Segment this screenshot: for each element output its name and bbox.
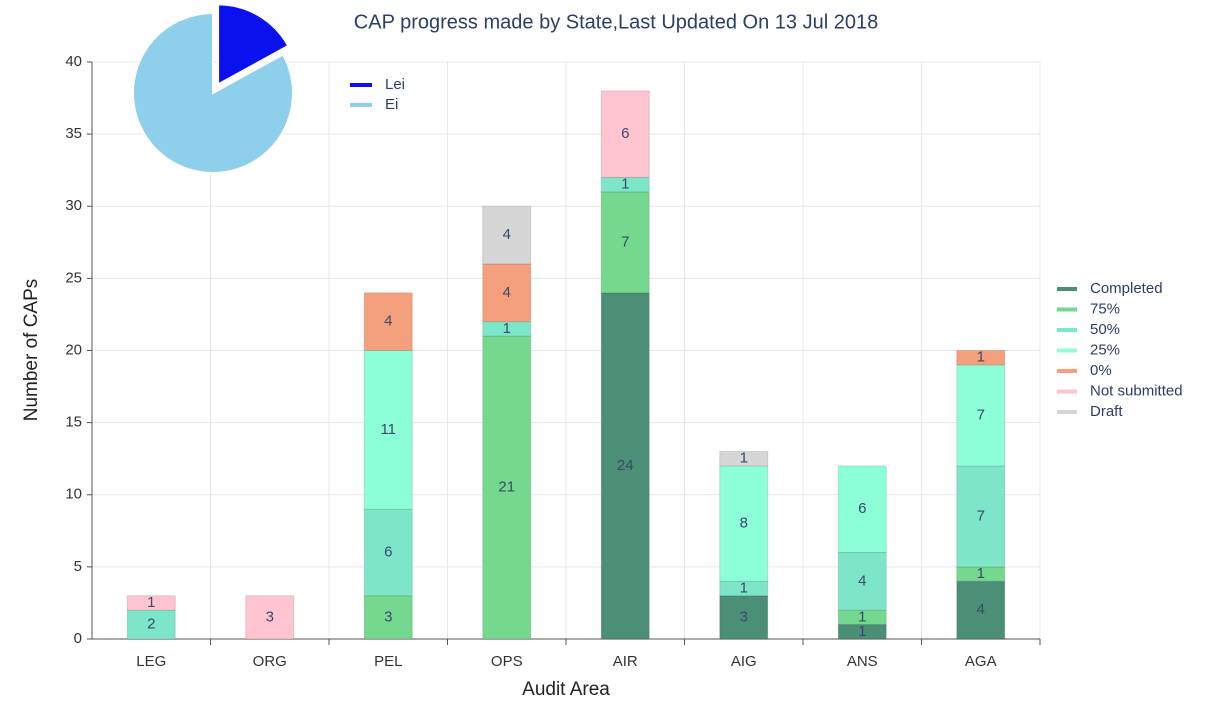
bar-segment <box>126 595 176 611</box>
bar-segment <box>482 263 532 323</box>
y-tick-label: 40 <box>65 53 82 70</box>
data-label: 1 <box>740 450 748 467</box>
legend-swatch <box>1057 369 1077 373</box>
legend-label: 25% <box>1090 341 1120 358</box>
bar-segment <box>363 292 413 351</box>
legend-swatch <box>350 83 372 87</box>
data-label: 4 <box>384 313 392 330</box>
bar-segment <box>363 508 413 597</box>
y-tick-label: 10 <box>65 486 82 503</box>
data-label: 1 <box>977 565 985 582</box>
legend-label: 0% <box>1090 362 1112 379</box>
data-label: 1 <box>503 320 511 337</box>
data-label: 11 <box>380 421 396 438</box>
legend-swatch <box>1057 389 1077 394</box>
bar-segment <box>956 350 1006 366</box>
bar-segment <box>956 465 1006 568</box>
bar-segment <box>126 609 176 640</box>
data-label: 1 <box>977 349 985 366</box>
legend-label: Lei <box>385 76 405 93</box>
bar-segment <box>245 595 295 640</box>
y-tick-label: 25 <box>65 269 82 286</box>
data-label: 1 <box>858 623 866 640</box>
data-label: 4 <box>503 226 511 243</box>
bar-segment <box>719 465 769 582</box>
bar-segment <box>956 364 1006 467</box>
x-tick-label: AIG <box>731 653 757 670</box>
x-tick-label: ORG <box>253 653 287 670</box>
x-tick-label: AGA <box>965 653 997 670</box>
data-label: 3 <box>266 608 274 625</box>
y-tick-label: 0 <box>74 630 82 647</box>
legend-swatch <box>1057 287 1077 291</box>
legend-label: Not submitted <box>1090 382 1183 399</box>
bar-segment <box>719 595 769 640</box>
pie-slice <box>217 3 290 87</box>
data-label: 1 <box>740 579 748 596</box>
x-axis-label: Audit Area <box>522 679 610 700</box>
chart-title: CAP progress made by State,Last Updated … <box>354 11 878 33</box>
data-label: 2 <box>147 616 155 633</box>
bar-segment <box>837 465 887 553</box>
legend-swatch <box>1057 348 1077 353</box>
legend-swatch <box>1057 307 1077 312</box>
legend-swatch <box>1057 328 1077 332</box>
data-label: 7 <box>977 406 985 423</box>
data-label: 6 <box>858 500 866 517</box>
y-tick-label: 20 <box>65 341 82 358</box>
y-tick-label: 5 <box>74 558 82 575</box>
legend-label: 50% <box>1090 321 1120 338</box>
y-tick-label: 15 <box>65 414 82 431</box>
x-tick-label: PEL <box>374 653 402 670</box>
pie-slice <box>132 11 294 174</box>
data-label: 1 <box>147 594 155 611</box>
bar-segment <box>600 191 650 294</box>
bar-segment <box>482 205 532 265</box>
legend-label: 75% <box>1090 300 1120 317</box>
data-label: 1 <box>858 608 866 625</box>
bar-segment <box>719 450 769 467</box>
data-label: 4 <box>977 601 985 618</box>
legend-swatch <box>1057 410 1077 414</box>
legend-label: Ei <box>385 96 398 113</box>
legend-label: Draft <box>1090 403 1123 420</box>
bar-segment <box>363 595 413 640</box>
bar-segment <box>600 90 650 178</box>
data-label: 24 <box>617 457 634 474</box>
y-axis-label: Number of CAPs <box>21 279 42 422</box>
x-tick-label: ANS <box>847 653 878 670</box>
bar-segment <box>482 335 532 640</box>
data-label: 6 <box>384 543 392 560</box>
data-label: 6 <box>621 125 629 142</box>
data-label: 21 <box>498 479 515 496</box>
data-label: 3 <box>740 608 748 625</box>
legend-label: Completed <box>1090 280 1163 297</box>
data-label: 7 <box>621 233 629 250</box>
bar-segment <box>837 551 887 611</box>
x-tick-label: AIR <box>613 653 638 670</box>
data-label: 8 <box>740 515 748 532</box>
y-tick-label: 30 <box>65 197 82 214</box>
data-label: 1 <box>621 176 629 193</box>
legend-swatch <box>350 103 372 107</box>
data-label: 4 <box>858 572 866 589</box>
x-tick-label: LEG <box>136 653 166 670</box>
y-tick-label: 35 <box>65 125 82 142</box>
bar-segment <box>600 292 650 640</box>
x-tick-label: OPS <box>491 653 523 670</box>
data-label: 7 <box>977 507 985 524</box>
data-label: 4 <box>503 284 511 301</box>
data-label: 3 <box>384 608 392 625</box>
